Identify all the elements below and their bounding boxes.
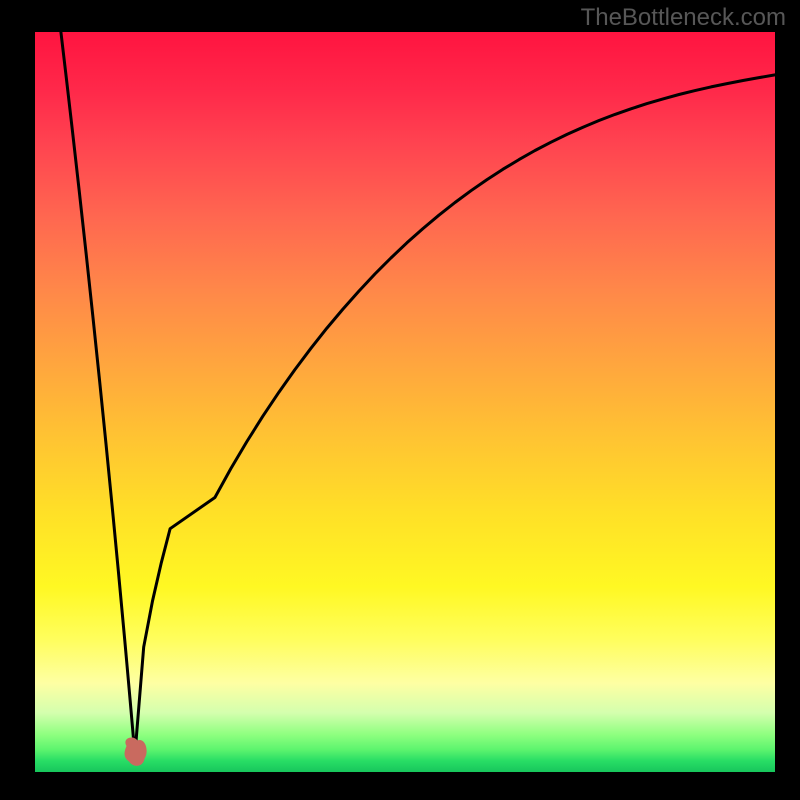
plot-area [35, 32, 775, 772]
chart-container: TheBottleneck.com [0, 0, 800, 800]
gradient-background [35, 32, 775, 772]
watermark-text: TheBottleneck.com [581, 4, 786, 32]
bottleneck-chart-svg [35, 32, 775, 772]
